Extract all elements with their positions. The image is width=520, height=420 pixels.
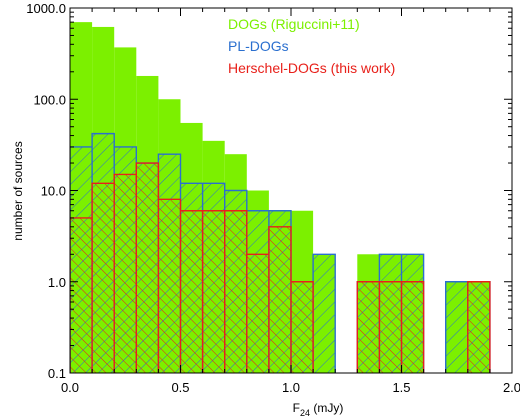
bar-s2-b10 (291, 281, 314, 373)
series-outline-2 (70, 162, 491, 373)
plot-area (70, 22, 491, 373)
legend-entry-2: Herschel-DOGs (this work) (228, 60, 395, 76)
bar-s2-b11 (357, 281, 380, 373)
bar-s2-b14 (467, 281, 490, 373)
bar-s2-b13 (401, 281, 424, 373)
bar-s2-b0 (70, 217, 93, 373)
y-tick-label-1: 1.0 (48, 275, 66, 290)
y-tick-label-4: 1000.0 (26, 1, 66, 16)
x-axis-label-unit: (mJy) (310, 401, 343, 415)
y-tick-label-2: 10.0 (41, 184, 66, 199)
bar-s2-b12 (379, 281, 402, 373)
bar-s2-b6 (202, 210, 225, 373)
series-layer (70, 22, 491, 373)
y-tick-label-3: 100.0 (33, 92, 66, 107)
bar-s1-b11 (313, 254, 336, 373)
bar-s2-b9 (268, 226, 291, 373)
series-2 (70, 162, 491, 373)
legend-entry-0: DOGs (Riguccini+11) (228, 16, 360, 32)
x-tick-label-1: 0.5 (171, 380, 189, 395)
x-tick-label-4: 2.0 (503, 380, 520, 395)
x-tick-label-3: 1.5 (392, 380, 410, 395)
axis-layer: 0.0 0.5 1.0 1.5 2.0 0.1 1.0 10.0 100.0 1000.0 (26, 1, 520, 395)
bar-s2-b7 (224, 210, 247, 373)
y-tick-label-0: 0.1 (48, 366, 66, 381)
bar-s2-b5 (180, 210, 203, 373)
x-axis-label-main: F (293, 401, 300, 415)
x-tick-label-2: 1.0 (282, 380, 300, 395)
bar-s2-b8 (246, 254, 269, 373)
x-axis-label-subscript: 24 (300, 408, 310, 418)
bar-s2-b4 (158, 199, 181, 373)
x-axis-label: F24 (mJy) (293, 401, 344, 418)
bar-s2-b2 (114, 174, 137, 373)
legend: DOGs (Riguccini+11) PL-DOGs Herschel-DOG… (228, 16, 395, 76)
legend-entry-1: PL-DOGs (228, 38, 289, 54)
bar-s2-b1 (92, 183, 115, 373)
y-axis-label: number of sources (11, 141, 25, 240)
bar-s2-b3 (136, 163, 159, 373)
x-tick-label-0: 0.0 (61, 380, 79, 395)
bar-s1-b15 (445, 281, 468, 373)
